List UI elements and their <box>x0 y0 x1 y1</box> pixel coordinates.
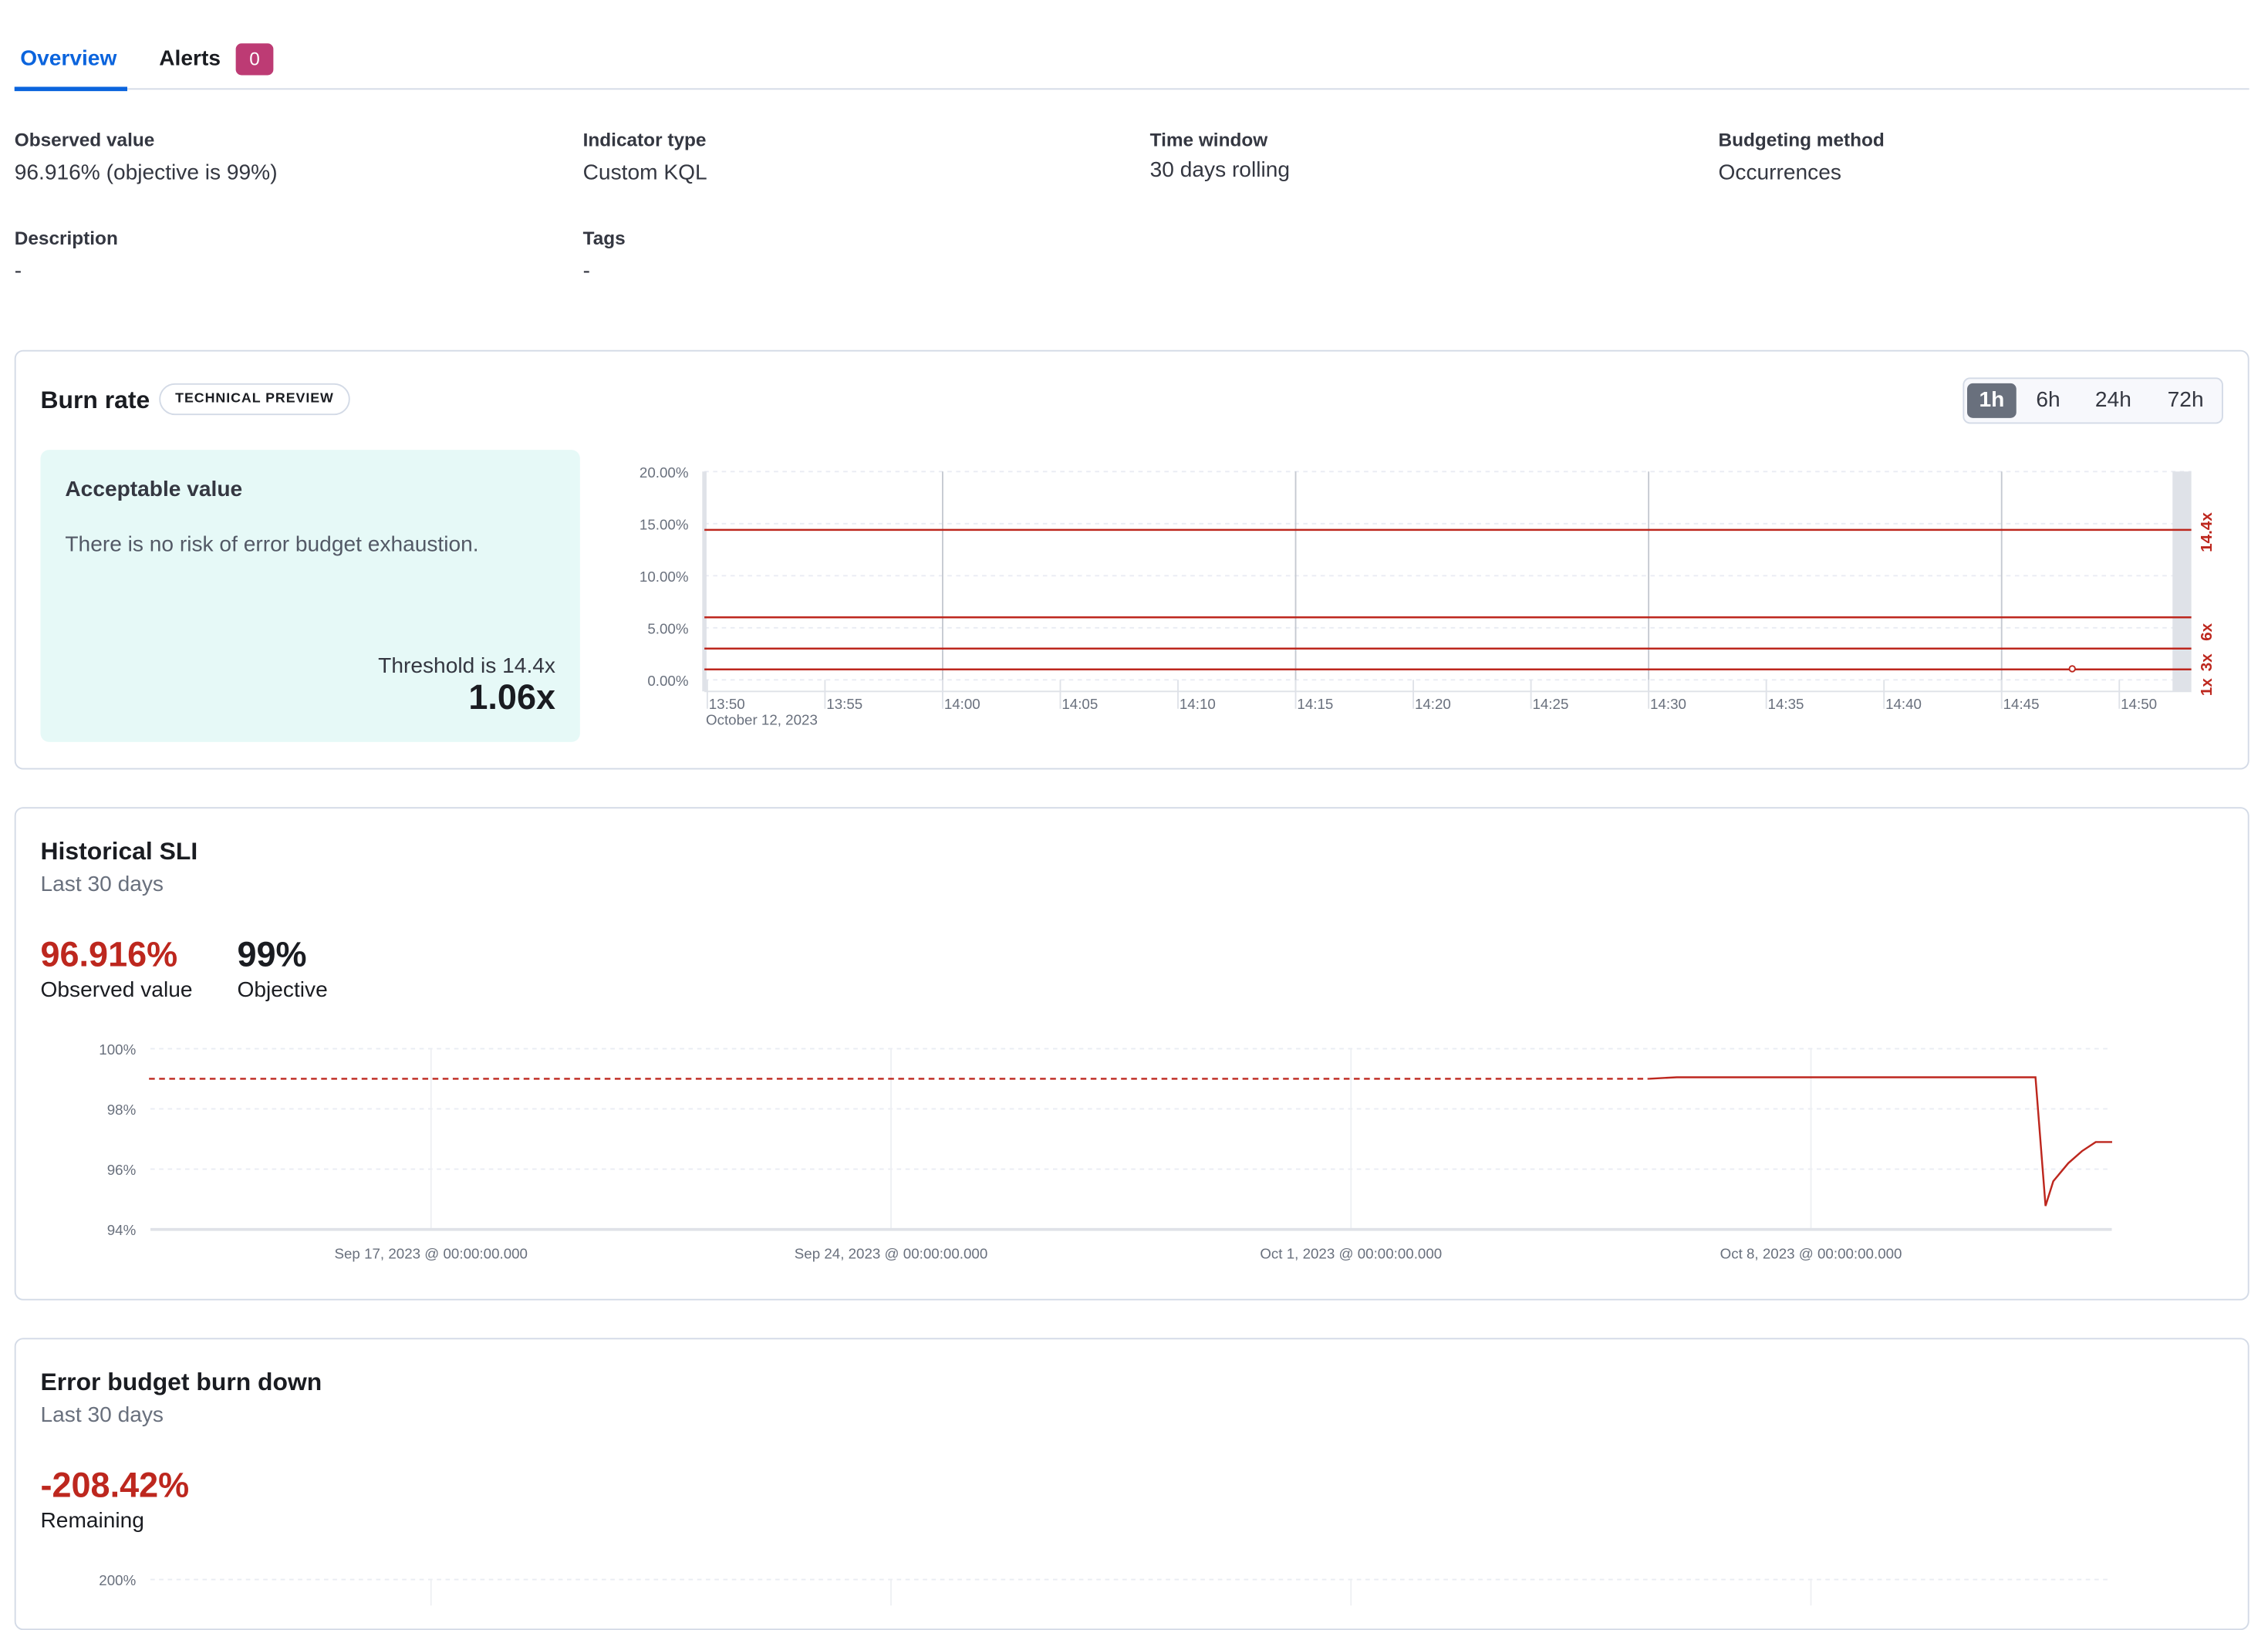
historical-observed-label: Observed value <box>40 977 193 1003</box>
x-tick-label: 14:20 <box>1415 696 1451 712</box>
historical-sli-subtitle: Last 30 days <box>40 872 164 897</box>
x-tick-label: Sep 17, 2023 @ 00:00:00.000 <box>335 1245 528 1261</box>
y-tick-label: 100% <box>99 1041 136 1058</box>
budgeting-method-value: Occurrences <box>1718 160 1841 185</box>
window-6h-button[interactable]: 6h <box>2036 387 2060 413</box>
indicator-type-value: Custom KQL <box>582 160 707 185</box>
description-label: Description <box>14 227 118 249</box>
callout-title: Acceptable value <box>65 477 243 502</box>
time-window-value: 30 days rolling <box>1149 157 1291 183</box>
y-tick-label: 15.00% <box>640 516 689 532</box>
error-budget-remaining-label: Remaining <box>40 1508 144 1534</box>
historical-objective-value: 99% <box>237 936 307 975</box>
x-tick-label: 14:40 <box>1885 696 1922 712</box>
x-tick-label: Oct 1, 2023 @ 00:00:00.000 <box>1260 1245 1442 1261</box>
error-budget-title: Error budget burn down <box>40 1368 322 1396</box>
y-tick-label: 98% <box>107 1102 137 1118</box>
historical-objective-label: Objective <box>237 977 328 1003</box>
sli-series-line <box>1649 1076 2112 1206</box>
x-tick-label: 14:35 <box>1768 696 1804 712</box>
threshold-label: 6x <box>2198 623 2216 640</box>
x-tick-label: 14:50 <box>2121 696 2157 712</box>
tabs-divider <box>14 88 2249 90</box>
burn-rate-chart: 0.00% 5.00% 10.00% 15.00% 20.00% 13:50 13:55 14… <box>640 464 2216 728</box>
error-budget-subtitle: Last 30 days <box>40 1402 164 1428</box>
historical-sli-panel <box>14 807 2249 1301</box>
error-budget-remaining-value: -208.42% <box>40 1466 190 1506</box>
error-budget-panel <box>14 1338 2249 1630</box>
x-tick-label: 14:10 <box>1180 696 1216 712</box>
threshold-label: 3x <box>2198 653 2216 671</box>
x-tick-label: 14:05 <box>1061 696 1098 712</box>
burn-rate-callout: Acceptable value There is no risk of err… <box>40 450 580 742</box>
tab-alerts[interactable]: Alerts <box>159 46 221 71</box>
y-tick-label: 10.00% <box>640 569 689 585</box>
x-tick-label: 14:30 <box>1650 696 1686 712</box>
x-tick-label: Oct 8, 2023 @ 00:00:00.000 <box>1720 1245 1902 1261</box>
x-tick-label: 13:55 <box>826 696 862 712</box>
window-1h-button[interactable]: 1h <box>1967 383 2017 418</box>
budgeting-method-label: Budgeting method <box>1718 128 1885 150</box>
observed-value: 96.916% (objective is 99%) <box>14 160 278 185</box>
x-tick-label: 14:00 <box>944 696 980 712</box>
slo-details-page: Overview Alerts 0 Observed value 96.916%… <box>14 43 2249 1630</box>
historical-sli-chart: 94% 96% 98% 100% Sep 17, 2023 @ 00:00:00.000… <box>99 1041 2112 1261</box>
burn-rate-title: Burn rate <box>40 386 150 414</box>
threshold-label: 14.4x <box>2198 512 2216 552</box>
window-72h-button[interactable]: 72h <box>2167 387 2204 413</box>
x-tick-label: Sep 24, 2023 @ 00:00:00.000 <box>795 1245 987 1261</box>
x-tick-label: 14:15 <box>1297 696 1333 712</box>
active-tab-indicator <box>14 86 127 92</box>
x-date-label: October 12, 2023 <box>706 711 818 727</box>
x-tick-label: 13:50 <box>709 696 745 712</box>
x-tick-label: 14:25 <box>1532 696 1568 712</box>
burn-rate-window-selector: 1h 6h 24h 72h <box>1963 377 2223 424</box>
historical-observed-value: 96.916% <box>40 936 178 975</box>
description-value: - <box>14 258 22 284</box>
observed-value-label: Observed value <box>14 128 155 150</box>
indicator-type-label: Indicator type <box>582 128 707 150</box>
error-budget-chart: 200% <box>99 1572 2112 1606</box>
y-tick-label: 94% <box>107 1222 137 1238</box>
callout-text: There is no risk of error budget exhaust… <box>65 532 479 557</box>
window-24h-button[interactable]: 24h <box>2094 387 2131 413</box>
y-tick-label: 0.00% <box>647 673 688 689</box>
threshold-text: Threshold is 14.4x <box>378 653 555 679</box>
y-tick-label: 96% <box>107 1162 137 1178</box>
time-window-label: Time window <box>1149 128 1268 150</box>
y-tick-label: 200% <box>99 1572 136 1588</box>
x-tick-label: 14:45 <box>2003 696 2040 712</box>
burn-rate-point <box>2068 665 2076 673</box>
tags-label: Tags <box>582 227 626 249</box>
technical-preview-badge: TECHNICAL PREVIEW <box>159 383 350 416</box>
threshold-label: 1x <box>2198 678 2216 696</box>
y-tick-label: 5.00% <box>647 620 688 636</box>
y-tick-label: 20.00% <box>640 464 689 481</box>
tab-overview[interactable]: Overview <box>20 46 117 71</box>
threshold-label-band <box>2172 471 2192 692</box>
tags-value: - <box>582 258 590 284</box>
alerts-count-badge: 0 <box>235 43 274 76</box>
historical-sli-title: Historical SLI <box>40 837 198 866</box>
burn-rate-value: 1.06x <box>468 678 555 717</box>
